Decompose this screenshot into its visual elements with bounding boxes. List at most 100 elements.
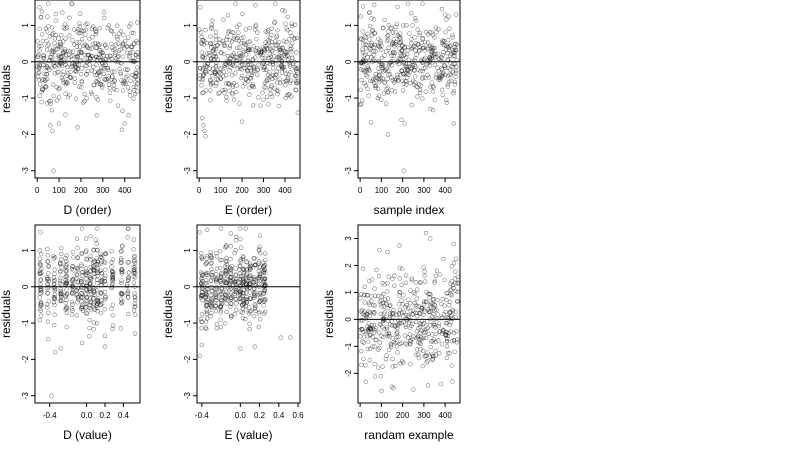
data-point xyxy=(427,30,433,35)
data-point xyxy=(403,322,408,327)
data-point xyxy=(218,289,223,294)
data-point xyxy=(440,71,446,77)
data-point xyxy=(91,296,96,301)
y-tick-label: -1 xyxy=(183,319,192,327)
y-tick-label: -2 xyxy=(344,369,353,377)
data-point xyxy=(448,281,453,286)
data-point xyxy=(103,260,108,266)
data-point xyxy=(292,22,298,28)
data-point xyxy=(399,321,404,326)
data-point xyxy=(122,46,127,51)
data-point xyxy=(91,320,97,325)
data-point xyxy=(429,50,435,55)
data-point xyxy=(71,42,77,47)
data-point xyxy=(203,319,209,324)
data-point xyxy=(209,81,214,86)
data-point xyxy=(385,249,390,255)
data-point xyxy=(447,309,453,315)
data-point xyxy=(293,78,299,84)
data-point xyxy=(237,267,242,272)
data-point xyxy=(228,286,233,292)
data-point xyxy=(447,26,452,31)
data-point xyxy=(98,48,103,53)
y-tick-label: -1 xyxy=(344,342,353,350)
data-point xyxy=(411,68,417,73)
data-point xyxy=(203,68,208,73)
data-point xyxy=(45,253,50,258)
data-point xyxy=(388,26,393,31)
data-point xyxy=(423,230,429,236)
data-point xyxy=(200,67,206,73)
data-point xyxy=(419,336,425,342)
data-point xyxy=(219,272,224,277)
data-point xyxy=(37,5,42,10)
data-point xyxy=(262,262,267,268)
data-point xyxy=(453,49,458,55)
data-point xyxy=(105,54,110,59)
data-point xyxy=(94,261,99,267)
data-point xyxy=(59,265,64,270)
data-point xyxy=(382,53,387,58)
data-point xyxy=(240,256,246,262)
data-point xyxy=(425,383,431,388)
data-point xyxy=(445,57,451,62)
data-point xyxy=(273,1,278,6)
data-point xyxy=(46,299,51,304)
data-point xyxy=(285,75,291,80)
data-point xyxy=(455,299,460,304)
data-point xyxy=(102,278,107,284)
data-point xyxy=(243,27,249,32)
data-point xyxy=(214,284,219,290)
x-tick-label: 100 xyxy=(375,411,389,420)
data-point xyxy=(75,280,80,285)
data-point xyxy=(450,49,456,54)
data-point xyxy=(218,317,223,323)
data-point xyxy=(362,284,368,290)
data-point xyxy=(429,30,434,35)
data-point xyxy=(217,37,222,42)
data-point xyxy=(205,297,210,302)
data-point xyxy=(110,272,115,278)
data-point xyxy=(99,65,104,70)
data-point xyxy=(88,291,94,296)
data-point xyxy=(247,285,252,290)
data-point xyxy=(125,260,130,265)
data-point xyxy=(455,337,460,342)
data-point xyxy=(432,45,437,51)
data-point xyxy=(234,89,239,95)
data-point xyxy=(60,77,66,83)
data-point xyxy=(398,361,403,366)
data-point xyxy=(432,97,437,102)
data-point xyxy=(441,328,446,333)
data-point xyxy=(247,267,253,273)
points-group xyxy=(197,226,293,358)
data-point xyxy=(115,23,120,28)
data-point xyxy=(292,60,297,65)
data-point xyxy=(382,17,387,23)
data-point xyxy=(420,348,426,353)
x-axis-label: sample index xyxy=(374,203,445,217)
data-point xyxy=(84,310,89,315)
data-point xyxy=(414,84,419,89)
data-point xyxy=(244,259,249,264)
data-point xyxy=(237,290,242,295)
data-point xyxy=(210,73,215,79)
data-point xyxy=(262,80,268,85)
data-point xyxy=(221,69,227,75)
data-point xyxy=(422,354,427,359)
data-point xyxy=(283,50,288,55)
data-point xyxy=(121,81,127,87)
data-point xyxy=(257,317,263,322)
data-point xyxy=(433,325,438,330)
data-point xyxy=(133,303,138,309)
data-point xyxy=(110,323,116,328)
data-point xyxy=(70,249,75,255)
data-point xyxy=(200,279,205,284)
data-point xyxy=(364,74,370,79)
data-point xyxy=(97,26,102,31)
data-point xyxy=(257,278,262,284)
data-point xyxy=(281,64,286,70)
data-point xyxy=(61,50,67,55)
data-point xyxy=(261,67,266,72)
data-point xyxy=(51,59,57,65)
